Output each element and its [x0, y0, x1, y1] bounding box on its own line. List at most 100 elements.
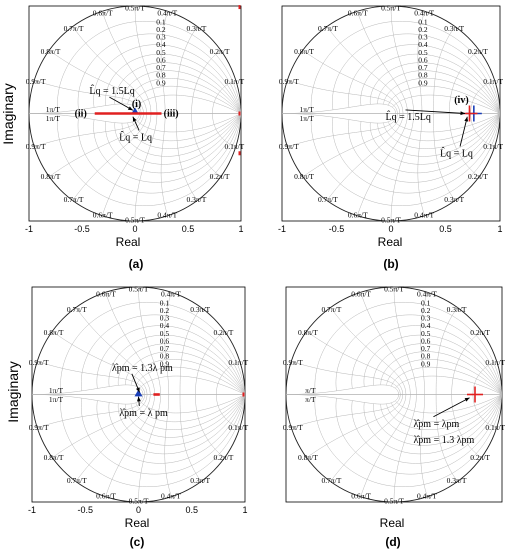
wn-label: 0.6π/T — [96, 491, 116, 500]
x-axis-label: Real — [116, 235, 141, 249]
wn-label: 0.5π/T — [381, 215, 401, 224]
wn-label: 0.1π/T — [483, 77, 503, 86]
wn-curve — [433, 113, 456, 201]
panel-label: (c) — [130, 535, 145, 549]
wn-label: 0.5π/T — [125, 215, 145, 224]
annotation-arrow — [405, 109, 466, 114]
wn-label: 0.8π/T — [298, 453, 318, 462]
wn-label: 0.5π/T — [384, 285, 404, 294]
wn-curve — [176, 26, 198, 114]
zeta-label: 0.7 — [156, 63, 166, 72]
wn-curve — [282, 103, 396, 114]
wn-curve — [330, 394, 407, 482]
wn-label: 1π/T — [299, 105, 314, 114]
wn-curve — [191, 50, 221, 114]
wn-curve — [37, 361, 146, 395]
zeta-label: 0.7 — [421, 344, 431, 353]
wn-curve — [433, 26, 456, 114]
wn-label: 0.3π/T — [190, 476, 210, 485]
annotation-arrowhead — [136, 396, 141, 402]
annotation: L̂q = Lq — [119, 130, 152, 143]
wn-curve — [302, 50, 401, 114]
wn-curve — [357, 11, 408, 114]
annotation-arrowhead — [132, 116, 137, 122]
zeta-label: 0.3 — [418, 33, 428, 42]
x-tick-label: -1 — [25, 224, 33, 234]
wn-label: 0.8π/T — [298, 328, 318, 337]
wn-curve — [216, 361, 240, 395]
wn-label: 0.1π/T — [228, 423, 248, 432]
wn-label: 0.6π/T — [348, 9, 368, 18]
x-tick-label: 0.5 — [182, 224, 195, 234]
wn-label: 0.2π/T — [468, 172, 488, 181]
wn-label: 0.4π/T — [161, 290, 181, 299]
wn-curve — [176, 113, 198, 201]
wn-curve — [52, 331, 148, 395]
zeta-label: 0.3 — [160, 314, 170, 323]
panel-label: (b) — [383, 257, 398, 271]
wn-label: 0.9π/T — [26, 142, 46, 151]
wn-label: 0.6π/T — [93, 210, 113, 219]
wn-label: 0.9π/T — [29, 358, 49, 367]
wn-label: 0.7π/T — [64, 24, 84, 33]
wn-curve — [105, 394, 155, 497]
wn-label: 0.6π/T — [93, 9, 113, 18]
wn-curve — [448, 113, 480, 177]
panel-d: 0.10.20.30.40.50.60.70.80.9 0.1π/T 0.1π/T 0… — [283, 285, 506, 549]
wn-curve — [29, 103, 140, 114]
wn-label: 0.1π/T — [228, 358, 248, 367]
wn-label: 0.2π/T — [470, 328, 490, 337]
annotation: (iv) — [454, 95, 468, 106]
zeta-label: 0.9 — [418, 78, 428, 87]
zeta-label: 0.6 — [156, 55, 166, 64]
zeta-label: 0.7 — [160, 344, 170, 353]
wn-label: 0.9π/T — [29, 423, 49, 432]
wn-label: 0.7π/T — [318, 24, 338, 33]
wn-curve — [72, 113, 148, 201]
wn-label: 0.6π/T — [351, 290, 371, 299]
zeta-label: 0.2 — [418, 25, 428, 34]
x-tick-label: 1 — [242, 505, 247, 515]
wn-curve — [212, 113, 236, 147]
annotation: λ̂pm = λ pm — [119, 408, 168, 419]
wn-label: 0.9π/T — [283, 423, 303, 432]
wn-curve — [216, 394, 240, 428]
zeta-label: 0.2 — [156, 25, 166, 34]
wn-curve — [360, 292, 411, 395]
wn-label: 0.2π/T — [210, 47, 230, 56]
wn-label: 0.5π/T — [384, 496, 404, 505]
wn-label: 0.5π/T — [381, 4, 401, 13]
wn-label: 1π/T — [49, 395, 64, 404]
wn-curve — [302, 113, 401, 177]
zeta-label: 0.2 — [160, 306, 170, 315]
wn-curve — [102, 11, 152, 114]
wn-label: 0.8π/T — [294, 172, 314, 181]
wn-label: 1π/T — [299, 114, 314, 123]
annotation-arrowhead — [135, 387, 140, 393]
wn-curve — [160, 113, 168, 216]
zeta-label: 0.5 — [418, 48, 428, 57]
wn-label: 0.7π/T — [64, 195, 84, 204]
wn-curve — [134, 6, 158, 114]
x-tick-label: -1 — [278, 224, 286, 234]
wn-curve — [420, 292, 428, 395]
wn-curve — [212, 80, 236, 114]
wn-curve — [291, 394, 401, 428]
wn-curve — [282, 113, 396, 124]
wn-curve — [34, 80, 142, 114]
x-tick-label: 0 — [388, 224, 393, 234]
annotation: (i) — [132, 99, 141, 110]
wn-curve — [470, 80, 495, 114]
wn-curve — [435, 394, 458, 482]
wn-label: 0.3π/T — [190, 305, 210, 314]
wn-label: 0.3π/T — [186, 195, 206, 204]
zeta-label: 0.1 — [156, 17, 166, 26]
zeta-label: 0.3 — [156, 33, 166, 42]
x-tick-label: -1 — [28, 505, 36, 515]
zeta-label: 0.6 — [421, 336, 431, 345]
wn-label: 0.3π/T — [447, 305, 467, 314]
wn-label: 1π/T — [46, 114, 61, 123]
zeta-label: 0.9 — [160, 359, 170, 368]
wn-label: 0.7π/T — [318, 195, 338, 204]
